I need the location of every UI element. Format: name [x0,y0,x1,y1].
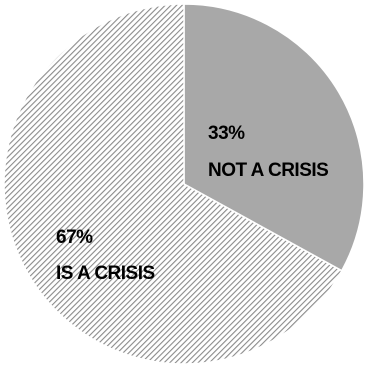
pie-labels: 33% NOT A CRISIS 67% IS A CRISIS [56,123,329,284]
pie-slices [3,3,365,365]
pie-slice-is-a-crisis [3,3,343,365]
slice-not-a-crisis-label: NOT A CRISIS [208,160,328,181]
slice-is-a-crisis-label: IS A CRISIS [56,263,155,284]
slice-is-a-crisis-percent: 67% [56,227,93,248]
pie-slice-not-a-crisis [183,3,365,272]
slice-not-a-crisis-percent: 33% [208,123,245,144]
